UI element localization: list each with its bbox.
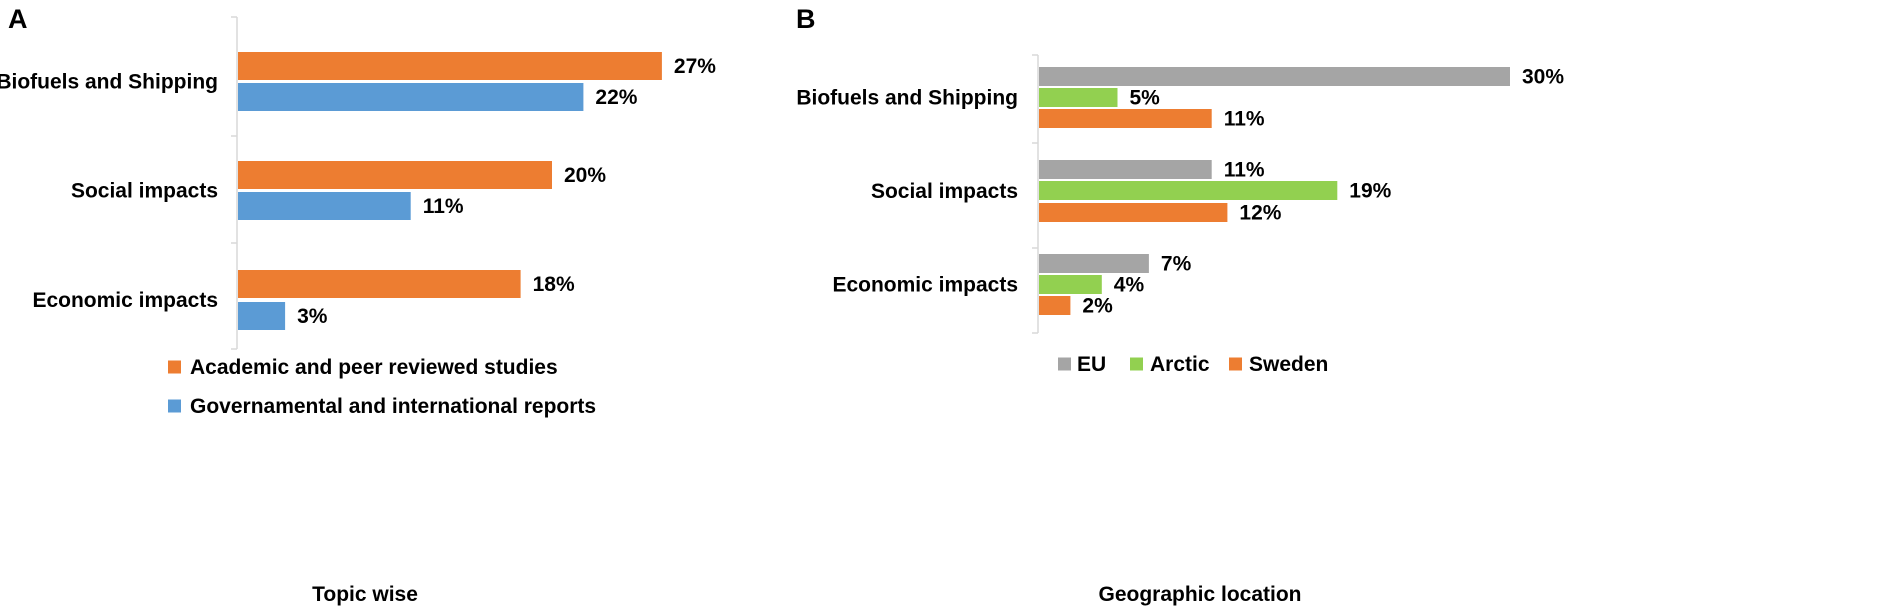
chart-a-bar-academic-and-peer-reviewed-studies-social-impacts: [238, 161, 552, 189]
chart-b-legend-label-sweden: Sweden: [1249, 353, 1328, 376]
chart-b-bar-arctic-biofuels-and-shipping: [1039, 88, 1118, 107]
chart-a-data-label-academic-and-peer-reviewed-studies-social-impacts: 20%: [564, 164, 606, 187]
chart-b-data-label-eu-economic-impacts: 7%: [1161, 253, 1192, 276]
chart-a-legend-label-governamental-and-international-reports: Governamental and international reports: [190, 395, 596, 418]
chart-b-data-label-sweden-biofuels-and-shipping: 11%: [1224, 108, 1265, 131]
chart-b-data-label-eu-social-impacts: 11%: [1224, 159, 1265, 182]
panel-b-caption: Geographic location: [1098, 583, 1302, 606]
chart-b-data-label-sweden-economic-impacts: 2%: [1082, 295, 1113, 318]
panel-b-letter: B: [796, 4, 816, 34]
chart-a-data-label-academic-and-peer-reviewed-studies-economic-impacts: 18%: [533, 273, 575, 296]
chart-b-geographic-location: Biofuels and Shipping 30% 5% 11% Social impa…: [796, 54, 1564, 376]
chart-b-legend-swatch-sweden: [1229, 357, 1242, 371]
chart-b-legend-swatch-eu: [1058, 357, 1071, 371]
chart-b-bar-eu-social-impacts: [1039, 160, 1212, 179]
chart-a-bar-governamental-and-international-reports-social-impacts: [238, 192, 411, 220]
chart-b-data-label-arctic-economic-impacts: 4%: [1114, 274, 1145, 297]
chart-b-bar-arctic-social-impacts: [1039, 181, 1338, 200]
chart-b-bar-sweden-social-impacts: [1039, 203, 1228, 222]
chart-a-data-label-governamental-and-international-reports-social-impacts: 11%: [423, 195, 464, 218]
chart-b-bar-sweden-biofuels-and-shipping: [1039, 109, 1212, 128]
panel-a-letter: A: [8, 4, 28, 34]
chart-b-bar-eu-economic-impacts: [1039, 254, 1149, 273]
chart-a-legend-swatch-governamental-and-international-reports: [168, 399, 181, 413]
chart-a-bar-governamental-and-international-reports-biofuels-and-shipping: [238, 83, 584, 111]
chart-a-category-label-social-impacts: Social impacts: [71, 180, 218, 203]
chart-b-data-label-sweden-social-impacts: 12%: [1239, 202, 1281, 225]
chart-b-bar-arctic-economic-impacts: [1039, 275, 1102, 294]
chart-a-data-label-academic-and-peer-reviewed-studies-biofuels-and-shipping: 27%: [674, 55, 716, 78]
chart-b-legend-label-arctic: Arctic: [1150, 353, 1210, 376]
panel-a-caption: Topic wise: [312, 583, 418, 606]
chart-b-legend-label-eu: EU: [1077, 353, 1106, 376]
chart-b-bar-eu-biofuels-and-shipping: [1039, 67, 1510, 86]
chart-a-topic-wise: Biofuels and Shipping 27% 22% Social impact…: [0, 16, 716, 418]
chart-a-category-label-biofuels-and-shipping: Biofuels and Shipping: [0, 71, 218, 94]
chart-a-category-label-economic-impacts: Economic impacts: [32, 289, 218, 312]
chart-b-data-label-arctic-social-impacts: 19%: [1349, 180, 1391, 203]
chart-a-bar-governamental-and-international-reports-economic-impacts: [238, 302, 286, 330]
chart-b-data-label-eu-biofuels-and-shipping: 30%: [1522, 66, 1564, 89]
chart-a-bar-academic-and-peer-reviewed-studies-economic-impacts: [238, 270, 521, 298]
chart-b-legend-swatch-arctic: [1130, 357, 1143, 371]
chart-a-data-label-governamental-and-international-reports-biofuels-and-shipping: 22%: [595, 86, 637, 109]
chart-b-bar-sweden-economic-impacts: [1039, 296, 1071, 315]
chart-b-category-label-biofuels-and-shipping: Biofuels and Shipping: [796, 87, 1018, 110]
chart-a-legend-swatch-academic-and-peer-reviewed-studies: [168, 360, 181, 374]
chart-a-data-label-governamental-and-international-reports-economic-impacts: 3%: [297, 305, 328, 328]
chart-a-bar-academic-and-peer-reviewed-studies-biofuels-and-shipping: [238, 52, 662, 80]
chart-b-category-label-economic-impacts: Economic impacts: [832, 274, 1018, 297]
chart-b-data-label-arctic-biofuels-and-shipping: 5%: [1130, 87, 1161, 110]
chart-b-category-label-social-impacts: Social impacts: [871, 180, 1018, 203]
chart-a-legend-label-academic-and-peer-reviewed-studies: Academic and peer reviewed studies: [190, 356, 558, 379]
